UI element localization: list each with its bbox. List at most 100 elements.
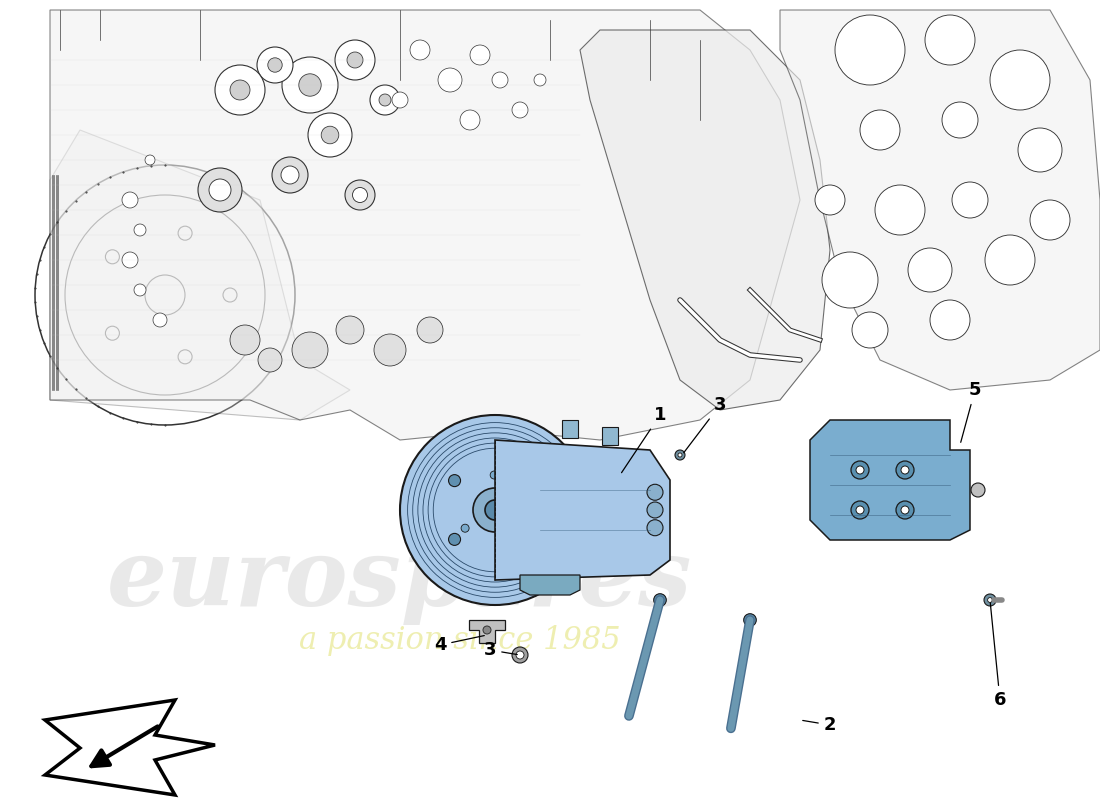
- Circle shape: [505, 457, 517, 469]
- Circle shape: [209, 179, 231, 201]
- Circle shape: [901, 466, 909, 474]
- Circle shape: [492, 72, 508, 88]
- Text: 1: 1: [621, 406, 667, 473]
- Circle shape: [153, 313, 167, 327]
- Circle shape: [473, 488, 517, 532]
- Polygon shape: [562, 420, 578, 438]
- Text: 3: 3: [684, 396, 726, 453]
- Circle shape: [942, 102, 978, 138]
- Circle shape: [534, 74, 546, 86]
- Polygon shape: [469, 620, 505, 643]
- Polygon shape: [780, 10, 1100, 390]
- Circle shape: [417, 317, 443, 343]
- Circle shape: [822, 252, 878, 308]
- Polygon shape: [810, 420, 970, 540]
- Circle shape: [308, 113, 352, 157]
- Circle shape: [851, 461, 869, 479]
- Circle shape: [400, 415, 590, 605]
- Circle shape: [483, 626, 491, 634]
- Polygon shape: [50, 130, 350, 420]
- Circle shape: [336, 316, 364, 344]
- Circle shape: [971, 483, 984, 497]
- Circle shape: [1030, 200, 1070, 240]
- Circle shape: [145, 275, 185, 315]
- Circle shape: [257, 47, 293, 83]
- Circle shape: [122, 252, 138, 268]
- Circle shape: [851, 501, 869, 519]
- Polygon shape: [520, 575, 580, 595]
- Circle shape: [198, 168, 242, 212]
- Circle shape: [336, 40, 375, 80]
- Circle shape: [35, 165, 295, 425]
- Text: 2: 2: [803, 716, 836, 734]
- FancyArrowPatch shape: [91, 726, 157, 766]
- Circle shape: [852, 312, 888, 348]
- Circle shape: [178, 226, 192, 240]
- Circle shape: [896, 461, 914, 479]
- Text: 3: 3: [484, 641, 517, 659]
- Circle shape: [925, 15, 975, 65]
- Circle shape: [485, 500, 505, 520]
- Polygon shape: [50, 10, 800, 440]
- Circle shape: [282, 57, 338, 113]
- Circle shape: [874, 185, 925, 235]
- Circle shape: [299, 74, 321, 96]
- Circle shape: [461, 524, 469, 532]
- Circle shape: [470, 45, 490, 65]
- Circle shape: [512, 102, 528, 118]
- Text: a passion since 1985: a passion since 1985: [299, 625, 620, 655]
- Circle shape: [345, 180, 375, 210]
- Circle shape: [908, 248, 952, 292]
- Polygon shape: [495, 440, 670, 580]
- Circle shape: [930, 300, 970, 340]
- Circle shape: [178, 350, 192, 364]
- Circle shape: [134, 224, 146, 236]
- Circle shape: [505, 551, 517, 563]
- Circle shape: [896, 501, 914, 519]
- Circle shape: [860, 110, 900, 150]
- Circle shape: [744, 614, 757, 626]
- Circle shape: [321, 126, 339, 144]
- Circle shape: [410, 40, 430, 60]
- Text: 5: 5: [960, 381, 981, 442]
- Circle shape: [835, 15, 905, 85]
- Circle shape: [230, 80, 250, 100]
- Circle shape: [352, 187, 367, 202]
- Circle shape: [272, 157, 308, 193]
- Circle shape: [214, 65, 265, 115]
- Polygon shape: [602, 427, 618, 445]
- Polygon shape: [45, 700, 214, 795]
- Circle shape: [675, 450, 685, 460]
- Circle shape: [539, 504, 551, 516]
- Circle shape: [122, 192, 138, 208]
- Circle shape: [460, 110, 480, 130]
- Circle shape: [512, 647, 528, 663]
- Circle shape: [374, 334, 406, 366]
- Circle shape: [379, 94, 390, 106]
- Circle shape: [647, 520, 663, 536]
- Circle shape: [223, 288, 236, 302]
- Circle shape: [134, 284, 146, 296]
- Circle shape: [990, 50, 1050, 110]
- Circle shape: [280, 166, 299, 184]
- Circle shape: [516, 651, 524, 659]
- Circle shape: [258, 348, 282, 372]
- Circle shape: [856, 466, 864, 474]
- Circle shape: [856, 506, 864, 514]
- Circle shape: [346, 52, 363, 68]
- Circle shape: [230, 325, 260, 355]
- Circle shape: [815, 185, 845, 215]
- Circle shape: [267, 58, 283, 72]
- Circle shape: [392, 92, 408, 108]
- Circle shape: [984, 594, 996, 606]
- Polygon shape: [580, 30, 830, 410]
- Circle shape: [647, 502, 663, 518]
- Text: eurospares: eurospares: [108, 535, 693, 625]
- Circle shape: [984, 235, 1035, 285]
- Circle shape: [988, 598, 992, 602]
- Circle shape: [292, 332, 328, 368]
- Circle shape: [145, 155, 155, 165]
- Circle shape: [491, 471, 498, 479]
- Circle shape: [449, 474, 461, 486]
- Circle shape: [521, 522, 530, 530]
